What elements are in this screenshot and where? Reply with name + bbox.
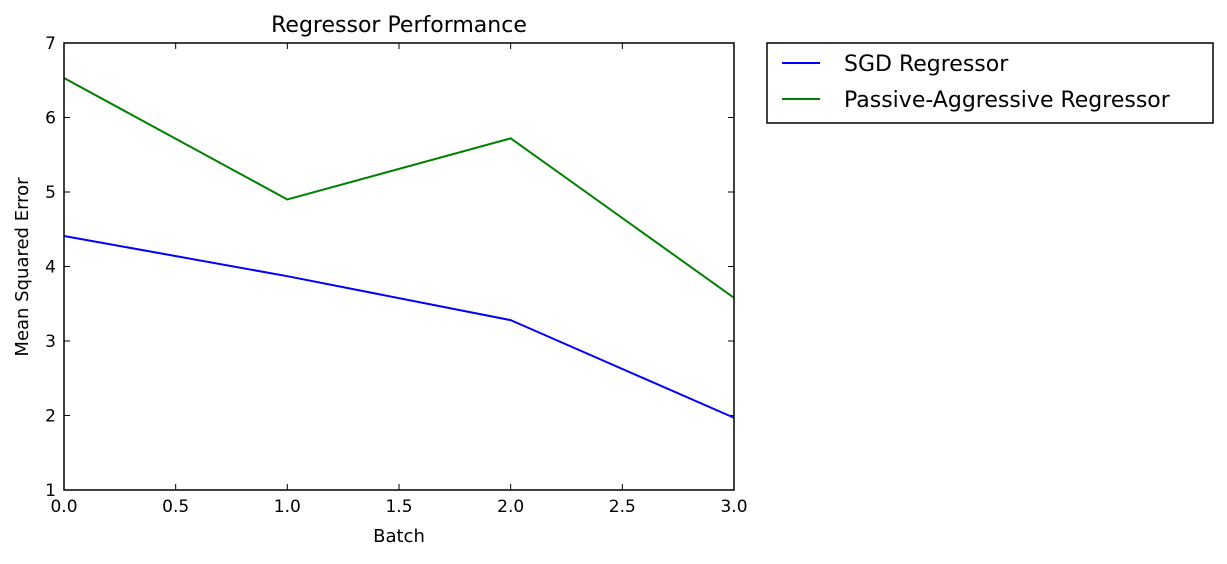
chart-title: Regressor Performance <box>271 13 527 38</box>
series-lines <box>63 77 735 419</box>
y-axis-label: Mean Squared Error <box>12 177 33 357</box>
y-tick-label: 3 <box>45 332 56 352</box>
x-tick-label: 2.5 <box>609 497 636 517</box>
y-ticks: 1 2 3 4 5 6 7 <box>45 34 734 501</box>
y-tick-label: 7 <box>45 34 56 54</box>
x-tick-label: 0.5 <box>162 497 189 517</box>
legend-label-passive-aggressive-regressor: Passive-Aggressive Regressor <box>844 88 1171 113</box>
x-tick-label: 2.0 <box>497 497 524 517</box>
x-tick-label: 0.0 <box>50 497 77 517</box>
y-tick-label: 2 <box>45 407 56 427</box>
legend: SGD Regressor Passive-Aggressive Regresso… <box>766 42 1214 124</box>
y-tick-label: 4 <box>45 258 56 278</box>
x-tick-label: 3.0 <box>720 497 747 517</box>
y-tick-label: 6 <box>45 109 56 129</box>
series-line-sgd-regressor <box>63 234 735 419</box>
x-axis-label: Batch <box>373 526 425 547</box>
legend-label-sgd-regressor: SGD Regressor <box>844 52 1009 77</box>
x-tick-label: 1.5 <box>385 497 412 517</box>
plot-frame <box>63 42 735 491</box>
plot-background <box>64 43 734 490</box>
y-tick-label: 5 <box>45 183 56 203</box>
plot-area: 0.0 0.5 1.0 1.5 2.0 2.5 3.0 1 2 3 4 5 6 7 <box>45 34 747 517</box>
x-tick-label: 1.0 <box>274 497 301 517</box>
y-tick-label: 1 <box>45 481 56 501</box>
legend-frame <box>766 42 1214 124</box>
series-line-passive-aggressive-regressor <box>63 77 735 299</box>
